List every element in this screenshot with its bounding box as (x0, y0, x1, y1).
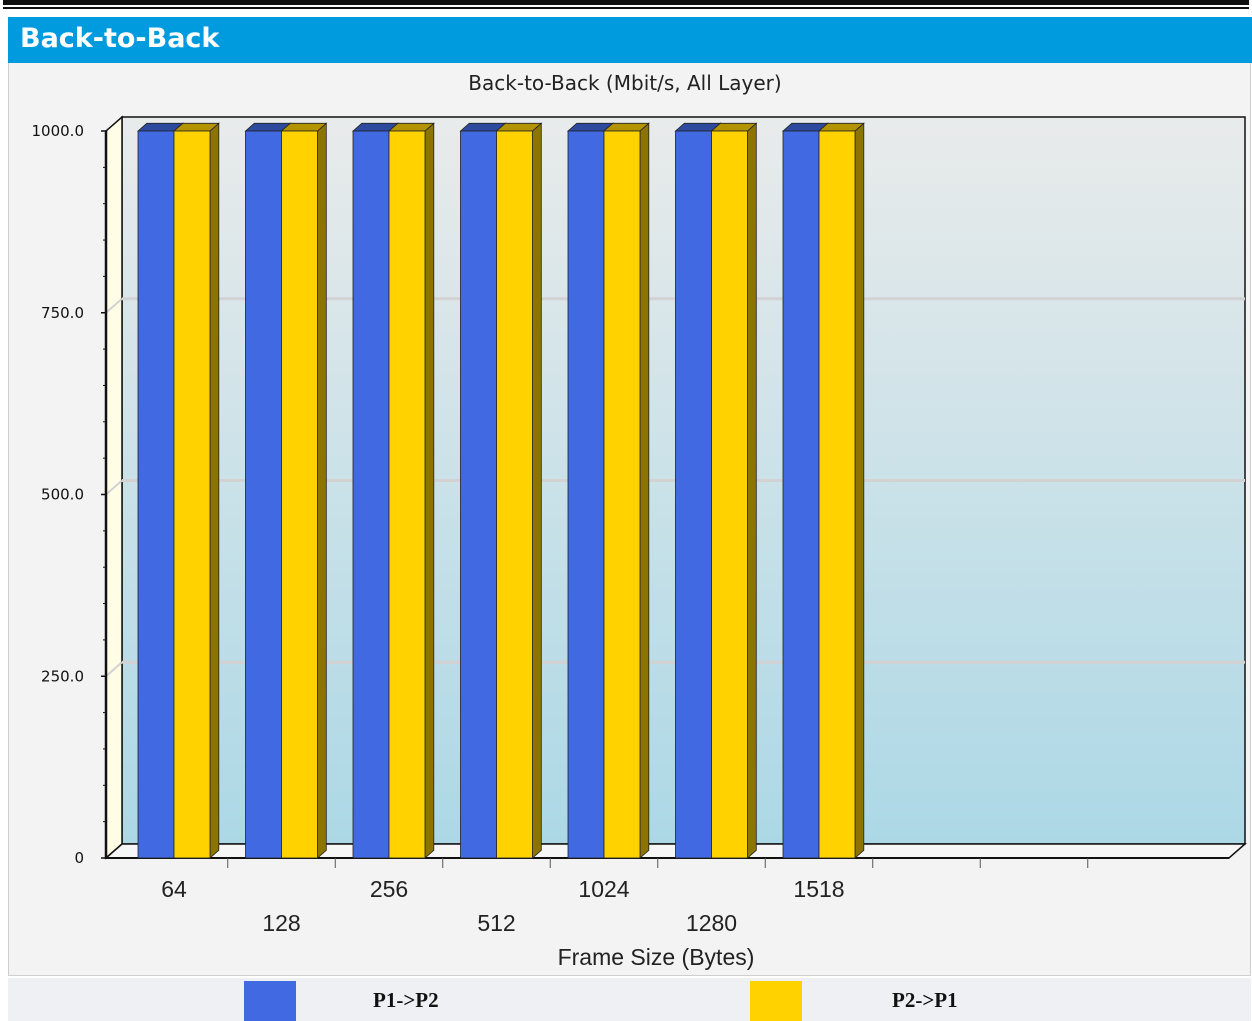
bar-p2-p1-128-side (317, 122, 327, 859)
x-tick-label: 1024 (578, 876, 629, 902)
top-rule (3, 0, 1249, 5)
bar-p2-p1-64 (173, 130, 211, 859)
legend-label-p2-p1: P2->P1 (892, 988, 958, 1012)
bar-p2-p1-512-side (532, 122, 542, 859)
x-tick-label: 64 (161, 876, 187, 902)
x-tick-label: 128 (262, 910, 300, 936)
chart-panel: 0 250.0 500.0 750.0 1000.0 64 128 256 512 1024 128… (8, 63, 1251, 976)
x-tick-label: 512 (477, 910, 515, 936)
section-header: Back-to-Back (8, 17, 1252, 63)
bar-p2-p1-256-side (424, 122, 435, 859)
chart-title: Back-to-Back (Mbit/s, All Layer) (468, 71, 781, 95)
y-gridline-side (105, 661, 123, 678)
bar-p2-p1-1518 (818, 130, 856, 859)
bar-p2-p1-256 (388, 130, 426, 859)
legend-swatch-p2-p1 (750, 981, 802, 1021)
bar-p1-p2-1280 (675, 130, 712, 859)
y-tick-label: 0 (74, 849, 84, 867)
section-title: Back-to-Back (20, 23, 220, 54)
bar-p2-p1-1280 (711, 130, 748, 859)
bar-chart: 0 250.0 500.0 750.0 1000.0 64 128 256 512 1024 128… (32, 71, 1247, 970)
bar-p1-p2-512 (460, 130, 497, 859)
y-gridline-side (105, 479, 123, 496)
top-rule-thin (3, 7, 1249, 9)
bar-p2-p1-128 (281, 130, 318, 859)
bar-p2-p1-1024-side (639, 122, 650, 859)
bar-p1-p2-1024 (567, 130, 605, 859)
legend-swatch-p1-p2 (244, 981, 296, 1021)
bar-p1-p2-128 (245, 130, 282, 859)
y-tick-label: 750.0 (41, 304, 84, 322)
x-axis-title: Frame Size (Bytes) (558, 944, 755, 970)
bar-p2-p1-64-side (209, 122, 220, 859)
y-tick-label: 1000.0 (32, 122, 85, 140)
bar-p2-p1-1518-side (854, 122, 865, 859)
x-tick-label: 1280 (686, 910, 737, 936)
x-tick-label: 1518 (793, 876, 844, 902)
x-tick-label: 256 (370, 876, 408, 902)
y-tick-label: 500.0 (41, 486, 84, 504)
bar-p1-p2-256 (352, 130, 390, 859)
y-tick-label: 250.0 (41, 667, 84, 685)
legend: P1->P2 P2->P1 (8, 978, 1251, 1021)
bar-p2-p1-1024 (603, 130, 641, 859)
y-gridline-side (105, 297, 123, 314)
bar-p1-p2-64 (137, 130, 175, 859)
bar-p2-p1-512 (496, 130, 533, 859)
bar-p1-p2-1518 (782, 130, 820, 859)
bar-p2-p1-1280-side (747, 122, 757, 859)
legend-label-p1-p2: P1->P2 (373, 988, 439, 1012)
